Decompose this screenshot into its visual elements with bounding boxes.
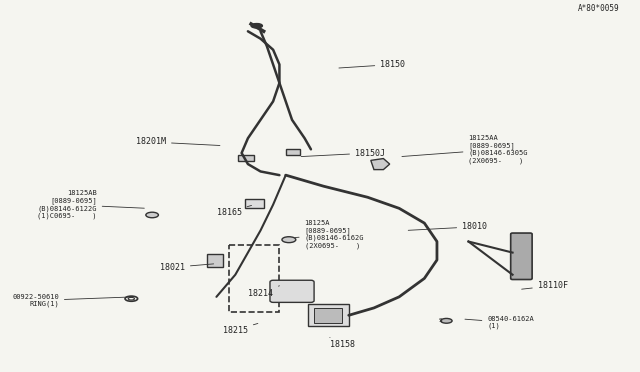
- Ellipse shape: [282, 237, 296, 243]
- Bar: [308, 304, 349, 326]
- Text: 18214: 18214: [248, 286, 280, 298]
- Polygon shape: [371, 158, 390, 170]
- Text: 18125AB
[0889-0695]
(B)08146-6122G
(1)C0695-    ): 18125AB [0889-0695] (B)08146-6122G (1)C0…: [37, 190, 144, 219]
- Bar: [285, 149, 300, 155]
- Text: A*80*0059: A*80*0059: [578, 4, 620, 13]
- Bar: [244, 199, 264, 208]
- Ellipse shape: [441, 318, 452, 323]
- Text: 18158: 18158: [330, 337, 355, 349]
- Bar: [229, 245, 280, 312]
- FancyBboxPatch shape: [270, 280, 314, 302]
- Text: 18201M: 18201M: [136, 137, 220, 147]
- Bar: [314, 308, 342, 323]
- Text: 18021: 18021: [160, 263, 214, 272]
- Text: 08540-6162A
(1): 08540-6162A (1): [465, 316, 534, 330]
- Text: 00922-50610
RING(1): 00922-50610 RING(1): [12, 294, 132, 307]
- Text: 18010: 18010: [408, 222, 487, 231]
- Ellipse shape: [146, 212, 159, 218]
- Ellipse shape: [251, 23, 262, 28]
- Text: 18110F: 18110F: [522, 281, 568, 290]
- Text: 18165: 18165: [216, 205, 252, 217]
- Text: 18125A
[0889-0695]
(B)08146-6162G
(2X0695-    ): 18125A [0889-0695] (B)08146-6162G (2X069…: [295, 220, 364, 248]
- Text: 18125AA
[0889-0695]
(B)08146-6305G
(2X0695-    ): 18125AA [0889-0695] (B)08146-6305G (2X06…: [402, 135, 528, 164]
- FancyBboxPatch shape: [511, 233, 532, 279]
- Text: 18150J: 18150J: [301, 148, 385, 157]
- Text: S: S: [438, 318, 442, 323]
- Bar: [207, 254, 223, 267]
- Text: 18150: 18150: [339, 60, 405, 69]
- Text: 18215: 18215: [223, 323, 258, 334]
- Bar: [239, 155, 254, 161]
